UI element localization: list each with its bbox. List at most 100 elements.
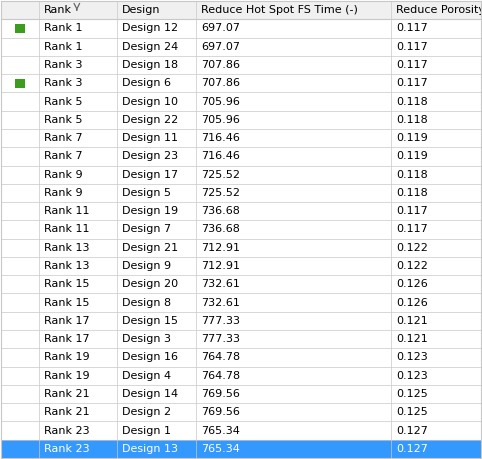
Text: Design 12: Design 12 bbox=[121, 23, 178, 34]
Text: Rank 13: Rank 13 bbox=[44, 243, 89, 253]
Text: 0.127: 0.127 bbox=[396, 444, 428, 454]
Text: 697.07: 697.07 bbox=[201, 23, 240, 34]
Text: 765.34: 765.34 bbox=[201, 444, 240, 454]
Text: Design 10: Design 10 bbox=[121, 96, 177, 106]
Text: 0.125: 0.125 bbox=[396, 389, 428, 399]
Bar bbox=[1, 129, 481, 147]
Bar bbox=[15, 444, 25, 453]
Bar bbox=[1, 147, 481, 166]
Text: Design 6: Design 6 bbox=[121, 78, 171, 88]
Text: 0.118: 0.118 bbox=[396, 170, 428, 179]
Text: 0.117: 0.117 bbox=[396, 206, 428, 216]
Text: Rank 11: Rank 11 bbox=[44, 224, 89, 235]
Text: 732.61: 732.61 bbox=[201, 280, 240, 289]
Text: 716.46: 716.46 bbox=[201, 151, 240, 162]
Bar bbox=[1, 367, 481, 385]
Text: 764.78: 764.78 bbox=[201, 371, 241, 381]
Bar bbox=[1, 74, 481, 92]
Text: 0.118: 0.118 bbox=[396, 96, 428, 106]
Bar bbox=[1, 275, 481, 293]
Text: 0.123: 0.123 bbox=[396, 371, 428, 381]
Text: 0.125: 0.125 bbox=[396, 407, 428, 417]
Text: 716.46: 716.46 bbox=[201, 133, 240, 143]
Text: Design 21: Design 21 bbox=[121, 243, 178, 253]
Text: Design 17: Design 17 bbox=[121, 170, 178, 179]
Text: Rank 9: Rank 9 bbox=[44, 170, 82, 179]
Text: 765.34: 765.34 bbox=[201, 425, 240, 436]
Text: Design 20: Design 20 bbox=[121, 280, 178, 289]
Text: Reduce Porosity (-): Reduce Porosity (-) bbox=[396, 5, 482, 15]
Text: Design 3: Design 3 bbox=[121, 334, 171, 344]
Text: 0.119: 0.119 bbox=[396, 151, 428, 162]
Text: 0.117: 0.117 bbox=[396, 60, 428, 70]
Text: 705.96: 705.96 bbox=[201, 96, 240, 106]
Text: Rank 1: Rank 1 bbox=[44, 42, 82, 52]
Bar bbox=[1, 440, 481, 458]
Text: 764.78: 764.78 bbox=[201, 353, 241, 363]
Bar bbox=[1, 348, 481, 367]
Bar bbox=[1, 385, 481, 403]
Text: 777.33: 777.33 bbox=[201, 316, 240, 326]
Bar bbox=[1, 312, 481, 330]
Text: 0.123: 0.123 bbox=[396, 353, 428, 363]
Bar bbox=[1, 56, 481, 74]
Text: Design 13: Design 13 bbox=[121, 444, 177, 454]
Text: 0.126: 0.126 bbox=[396, 280, 428, 289]
Text: Rank 9: Rank 9 bbox=[44, 188, 82, 198]
Text: 0.117: 0.117 bbox=[396, 224, 428, 235]
Bar bbox=[1, 111, 481, 129]
Text: 0.117: 0.117 bbox=[396, 78, 428, 88]
Text: 736.68: 736.68 bbox=[201, 206, 240, 216]
Text: Design 14: Design 14 bbox=[121, 389, 178, 399]
Text: Design 18: Design 18 bbox=[121, 60, 178, 70]
Bar bbox=[1, 239, 481, 257]
Text: Rank 11: Rank 11 bbox=[44, 206, 89, 216]
Text: Design 7: Design 7 bbox=[121, 224, 171, 235]
Text: Design 24: Design 24 bbox=[121, 42, 178, 52]
Text: Rank 17: Rank 17 bbox=[44, 316, 90, 326]
Text: Design 9: Design 9 bbox=[121, 261, 171, 271]
Bar bbox=[1, 202, 481, 220]
Text: 725.52: 725.52 bbox=[201, 170, 240, 179]
Text: Rank 21: Rank 21 bbox=[44, 407, 90, 417]
Text: Design 11: Design 11 bbox=[121, 133, 177, 143]
Text: 697.07: 697.07 bbox=[201, 42, 240, 52]
Bar bbox=[1, 166, 481, 184]
Text: 0.117: 0.117 bbox=[396, 42, 428, 52]
Text: Rank 23: Rank 23 bbox=[44, 444, 90, 454]
Text: Design: Design bbox=[121, 5, 160, 15]
Bar bbox=[15, 78, 25, 88]
Text: Rank: Rank bbox=[44, 5, 72, 15]
Bar bbox=[15, 24, 25, 33]
Text: 0.118: 0.118 bbox=[396, 115, 428, 125]
Text: Design 16: Design 16 bbox=[121, 353, 177, 363]
Bar bbox=[1, 92, 481, 111]
Text: Design 4: Design 4 bbox=[121, 371, 171, 381]
Text: 712.91: 712.91 bbox=[201, 261, 240, 271]
Text: 0.121: 0.121 bbox=[396, 316, 428, 326]
Text: Rank 17: Rank 17 bbox=[44, 334, 90, 344]
Text: Design 5: Design 5 bbox=[121, 188, 171, 198]
Bar bbox=[1, 38, 481, 56]
Text: Rank 1: Rank 1 bbox=[44, 23, 82, 34]
Bar bbox=[1, 1, 481, 19]
Bar bbox=[1, 403, 481, 421]
Bar bbox=[1, 19, 481, 38]
Bar bbox=[1, 293, 481, 312]
Text: Rank 19: Rank 19 bbox=[44, 353, 90, 363]
Bar bbox=[1, 184, 481, 202]
Text: 736.68: 736.68 bbox=[201, 224, 240, 235]
Text: 0.118: 0.118 bbox=[396, 188, 428, 198]
Text: Design 15: Design 15 bbox=[121, 316, 177, 326]
Text: Design 19: Design 19 bbox=[121, 206, 178, 216]
Text: Design 8: Design 8 bbox=[121, 297, 171, 308]
Text: Rank 21: Rank 21 bbox=[44, 389, 90, 399]
Text: 725.52: 725.52 bbox=[201, 188, 240, 198]
Text: Rank 3: Rank 3 bbox=[44, 60, 82, 70]
Text: Design 22: Design 22 bbox=[121, 115, 178, 125]
Text: 0.119: 0.119 bbox=[396, 133, 428, 143]
Text: Rank 7: Rank 7 bbox=[44, 151, 82, 162]
Text: 732.61: 732.61 bbox=[201, 297, 240, 308]
Bar bbox=[1, 220, 481, 239]
Text: Rank 7: Rank 7 bbox=[44, 133, 82, 143]
